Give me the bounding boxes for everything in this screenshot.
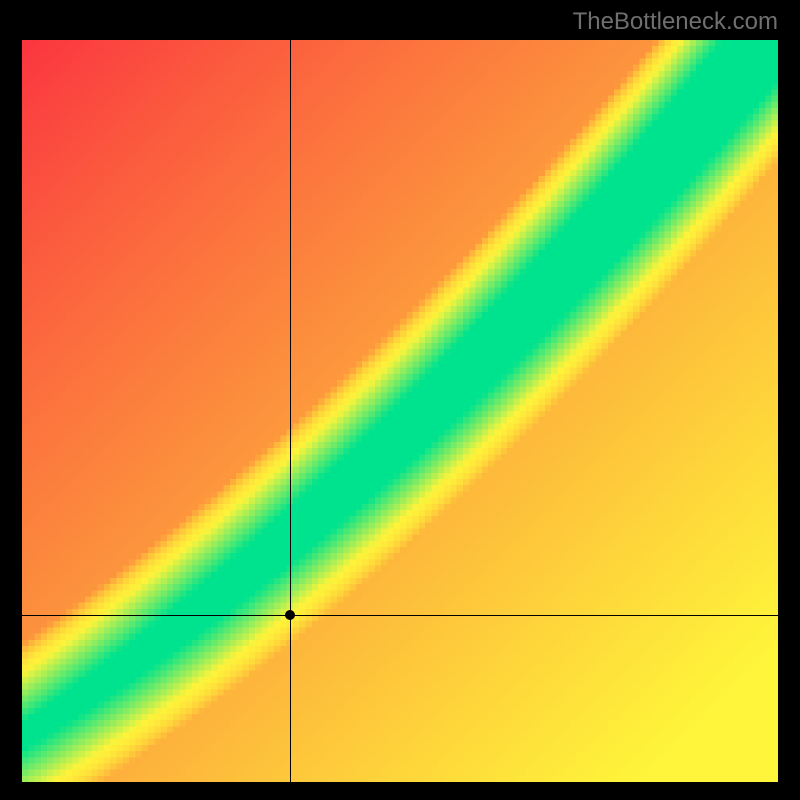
bottleneck-heatmap xyxy=(22,40,778,782)
watermark-text: TheBottleneck.com xyxy=(573,8,778,36)
crosshair-horizontal xyxy=(22,615,778,616)
chart-container: TheBottleneck.com xyxy=(0,0,800,800)
crosshair-vertical xyxy=(290,40,291,782)
